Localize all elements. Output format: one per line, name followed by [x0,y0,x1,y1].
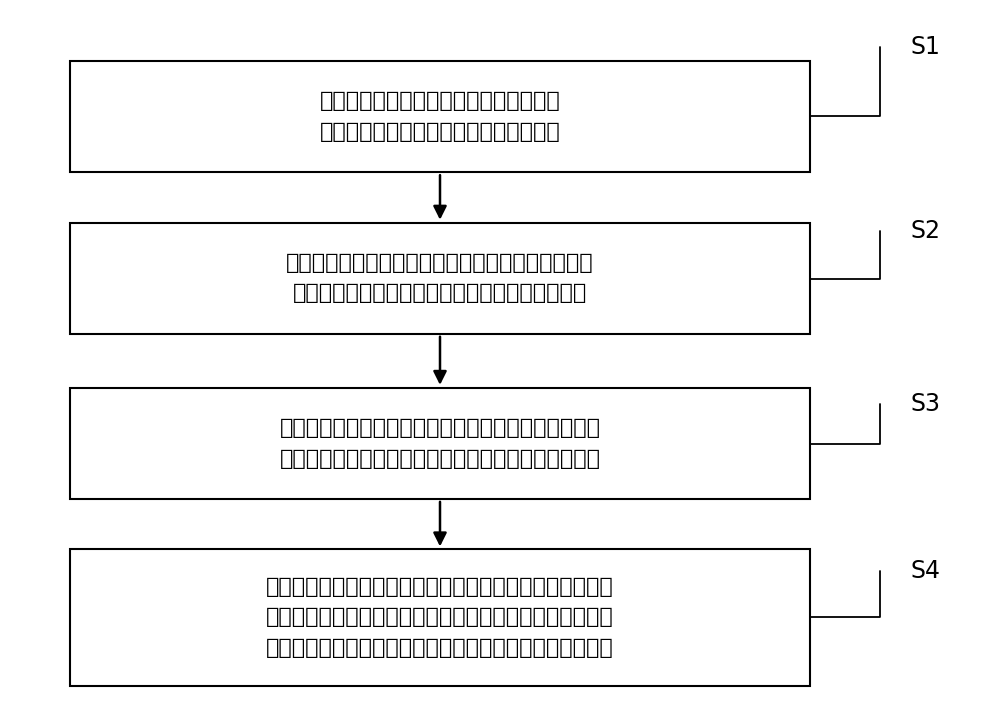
Text: 输出所述电流经所述第一三极管放大使所述快恢复二极管的
正向导通，再经所述电感给所述锂电池充电，所述数据采集
电路实时采集所述锂电池两端的电压并反馈至所述控制芯片: 输出所述电流经所述第一三极管放大使所述快恢复二极管的 正向导通，再经所述电感给所… [266,577,614,658]
Text: 经过所述控制芯片运算输出电压信号，将所述电压信
号进行滤波处理输出至所述变压器并产生驱动电压: 经过所述控制芯片运算输出电压信号，将所述电压信 号进行滤波处理输出至所述变压器并… [286,253,594,304]
FancyBboxPatch shape [70,549,810,686]
FancyBboxPatch shape [70,61,810,172]
Text: S3: S3 [910,391,940,416]
Text: S2: S2 [910,219,940,243]
Text: S4: S4 [910,559,940,583]
Text: 将电源电路的交流输入端接入充电电源产
生直流信号并输出至控制电路的控制芯片: 将电源电路的交流输入端接入充电电源产 生直流信号并输出至控制电路的控制芯片 [320,91,560,142]
FancyBboxPatch shape [70,388,810,499]
Text: 根据所述驱动电压使所述开关芯片的第一场效应管的栅
极开启，所述第一场效应管的源极与漏极之间产生电流: 根据所述驱动电压使所述开关芯片的第一场效应管的栅 极开启，所述第一场效应管的源极… [280,418,600,469]
FancyBboxPatch shape [70,223,810,334]
Text: S1: S1 [910,34,940,59]
